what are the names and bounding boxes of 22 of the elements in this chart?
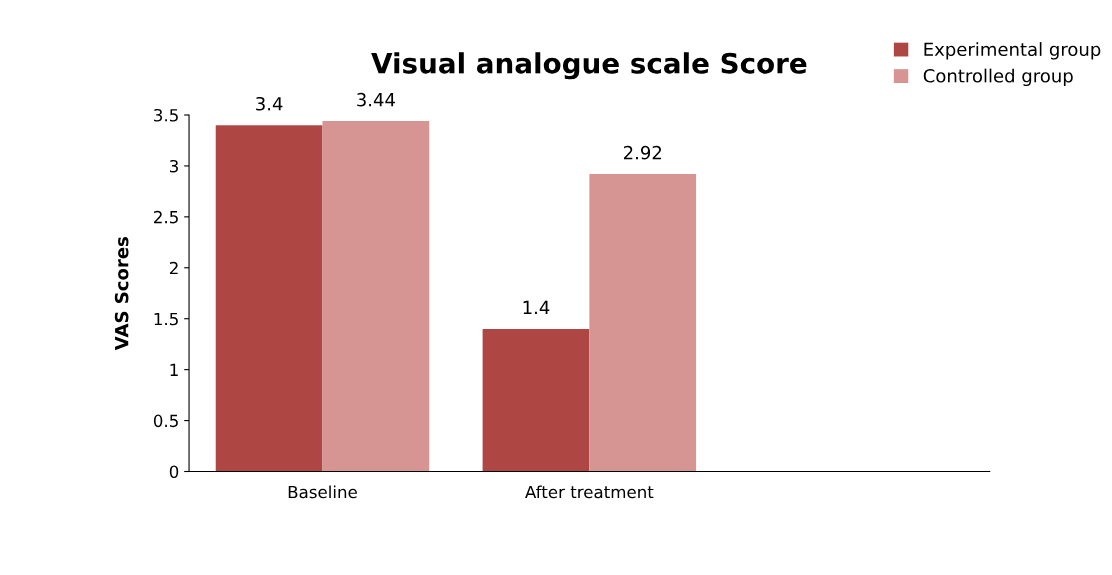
legend-label: Controlled group (923, 68, 1073, 87)
y-tick-label: 0 (169, 465, 179, 479)
data-label: 3.44 (357, 92, 395, 107)
y-tick-label: 3.5 (154, 108, 178, 122)
y-tick-label: 2.5 (154, 210, 178, 224)
x-tick-label: After treatment (525, 485, 654, 499)
x-tick-label: Baseline (288, 485, 357, 499)
bar (322, 121, 430, 472)
bar (589, 174, 697, 472)
y-tick-label: 2 (169, 261, 178, 275)
data-label: 3.4 (256, 96, 283, 111)
bar (482, 328, 590, 472)
y-tick-label: 0.5 (153, 414, 178, 428)
chart-title: Visual analogue scale Score (371, 52, 807, 80)
y-tick-label: 1 (170, 363, 178, 376)
data-label: 2.92 (623, 145, 662, 160)
y-axis-title: VAS Scores (114, 237, 129, 351)
bar (215, 125, 323, 472)
legend-label: Experimental group (924, 42, 1101, 60)
data-label: 1.4 (523, 300, 550, 315)
y-tick-label: 3 (169, 159, 178, 173)
y-tick-label: 1.5 (154, 312, 178, 326)
